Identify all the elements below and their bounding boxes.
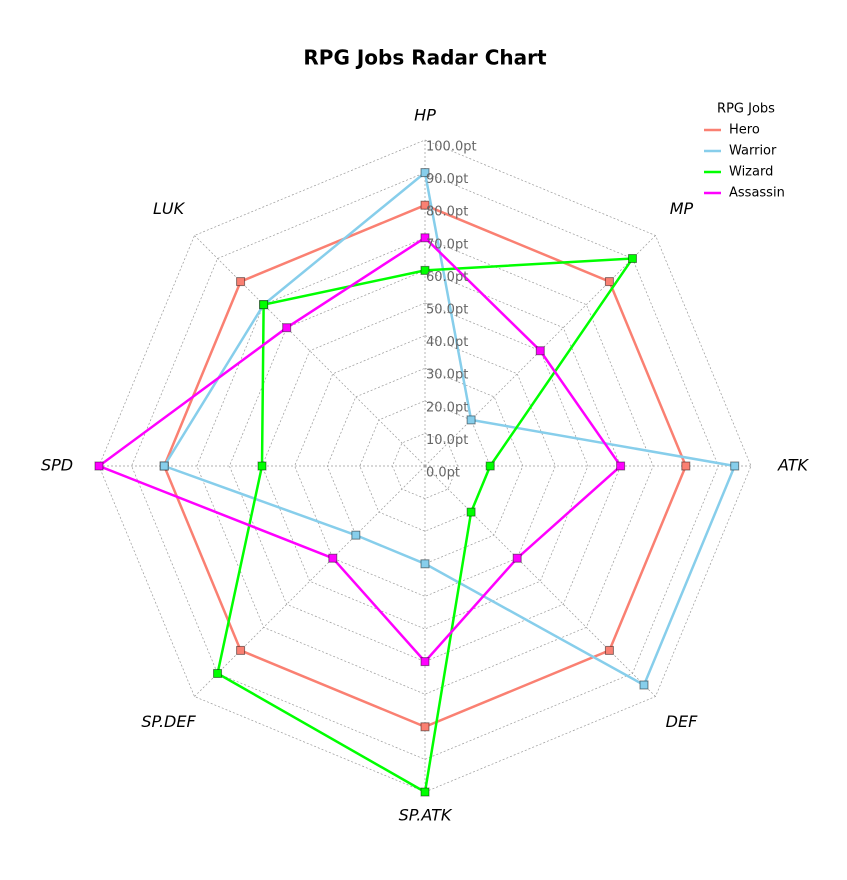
r-tick-label: 100.0pt: [426, 140, 477, 155]
marker: [616, 461, 626, 471]
legend-label: Warrior: [729, 144, 777, 159]
r-tick-label: 30.0pt: [426, 368, 468, 383]
marker: [681, 461, 691, 471]
grid-ring: [392, 433, 458, 499]
marker: [351, 530, 361, 540]
axis-label: HP: [414, 106, 436, 125]
marker: [94, 461, 104, 471]
spoke: [194, 465, 426, 697]
marker: [420, 233, 430, 243]
r-tick-label: 40.0pt: [426, 335, 468, 350]
r-tick-label: 60.0pt: [426, 270, 468, 285]
marker: [420, 787, 430, 797]
marker: [420, 657, 430, 667]
marker: [328, 553, 338, 563]
r-tick-label: 0.0pt: [426, 466, 460, 481]
marker: [639, 680, 649, 690]
marker: [466, 415, 476, 425]
grid-ring: [131, 172, 719, 760]
marker: [236, 645, 246, 655]
marker: [420, 168, 430, 178]
axis-label: SPD: [41, 456, 73, 475]
marker: [730, 461, 740, 471]
marker: [466, 507, 476, 517]
marker: [627, 254, 637, 264]
axis-label: ATK: [777, 456, 810, 475]
r-tick-label: 50.0pt: [426, 303, 468, 318]
marker: [512, 553, 522, 563]
marker: [236, 277, 246, 287]
marker: [420, 200, 430, 210]
grid-ring: [359, 400, 491, 532]
axis-label: SP.ATK: [399, 806, 453, 825]
axis-label: LUK: [153, 199, 186, 218]
marker: [420, 559, 430, 569]
marker: [604, 645, 614, 655]
r-tick-label: 90.0pt: [426, 172, 468, 187]
marker: [535, 346, 545, 356]
marker: [159, 461, 169, 471]
marker: [485, 461, 495, 471]
legend-title: RPG Jobs: [717, 102, 775, 117]
grid-ring: [196, 237, 654, 695]
marker: [257, 461, 267, 471]
series-line: [96, 236, 623, 664]
grid-ring: [98, 139, 752, 793]
marker: [259, 300, 269, 310]
marker: [420, 265, 430, 275]
marker: [420, 722, 430, 732]
marker: [604, 277, 614, 287]
marker: [282, 323, 292, 333]
r-tick-label: 70.0pt: [426, 237, 468, 252]
r-tick-label: 80.0pt: [426, 205, 468, 220]
marker: [213, 668, 223, 678]
legend-label: Wizard: [729, 165, 773, 180]
axis-label: DEF: [666, 712, 698, 731]
r-tick-label: 20.0pt: [426, 400, 468, 415]
legend-label: Assassin: [729, 186, 785, 201]
r-tick-label: 10.0pt: [426, 433, 468, 448]
chart-title: RPG Jobs Radar Chart: [303, 46, 547, 70]
axis-label: MP: [670, 199, 694, 218]
grid-ring: [294, 335, 556, 597]
axis-label: SP.DEF: [141, 712, 196, 731]
legend-label: Hero: [729, 123, 760, 138]
